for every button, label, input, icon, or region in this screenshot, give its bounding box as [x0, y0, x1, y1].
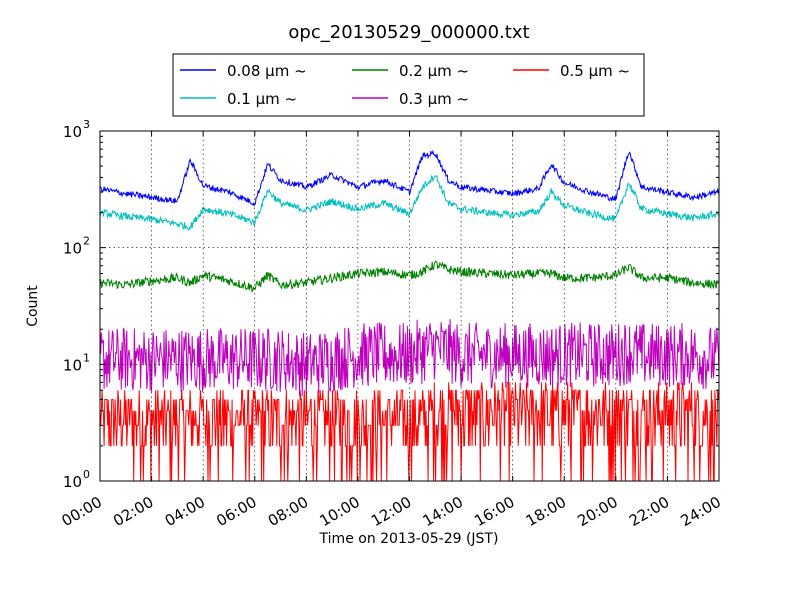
legend-box	[172, 53, 645, 117]
y-tick-label: 10	[63, 240, 82, 258]
x-tick-label: 18:00	[523, 493, 569, 530]
y-tick-exponent: 2	[83, 235, 90, 248]
legend-entry: 0.3 μm ~	[399, 90, 469, 108]
y-axis-label: Count	[25, 285, 41, 327]
y-tick-exponent: 3	[83, 118, 90, 131]
x-axis: 00:00 02:00 04:00 06:00 08:00 10:00 12:00 14:00…	[59, 131, 724, 530]
legend-entry: 0.1 μm ~	[227, 90, 297, 108]
x-axis-label: Time on 2013-05-29 (JST)	[319, 531, 499, 547]
legend-entry: 0.08 μm ~	[227, 62, 307, 80]
x-tick-label: 00:00	[59, 493, 105, 530]
x-tick-label: 02:00	[110, 493, 156, 530]
y-tick-label: 10	[63, 123, 82, 141]
y-tick-label: 10	[63, 473, 82, 491]
chart-title: opc_20130529_000000.txt	[288, 22, 529, 43]
x-tick-label: 10:00	[316, 493, 362, 530]
series-line-4	[99, 381, 720, 482]
y-tick-exponent: 0	[83, 468, 90, 481]
x-tick-label: 24:00	[678, 493, 724, 530]
x-tick-label: 16:00	[471, 493, 517, 530]
x-tick-label: 12:00	[368, 493, 414, 530]
legend-entry: 0.5 μm ~	[560, 62, 630, 80]
y-tick-label: 10	[63, 356, 82, 374]
y-tick-exponent: 1	[83, 351, 90, 364]
x-tick-label: 20:00	[574, 493, 620, 530]
legend[interactable]: 0.08 μm ~ 0.1 μm ~ 0.2 μm ~ 0.3 μm ~ 0.5 μm …	[172, 53, 645, 117]
x-tick-label: 04:00	[162, 493, 208, 530]
x-tick-label: 22:00	[626, 493, 672, 530]
x-tick-label: 14:00	[420, 493, 466, 530]
x-tick-label: 08:00	[265, 493, 311, 530]
x-tick-label: 06:00	[213, 493, 259, 530]
legend-entry: 0.2 μm ~	[399, 62, 469, 80]
